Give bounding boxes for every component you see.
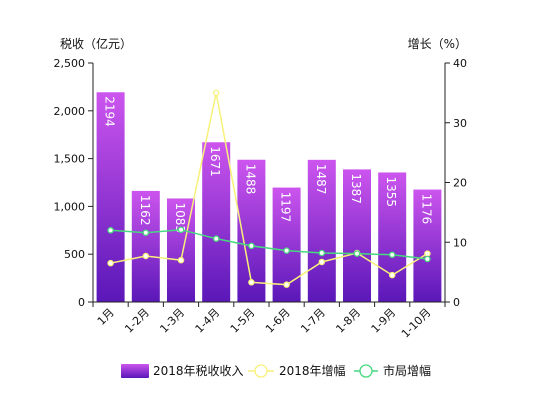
x-tick-label: 1-9月 <box>369 306 399 336</box>
bar-value-label: 1162 <box>138 195 152 226</box>
y-left-tick-label: 0 <box>78 296 85 309</box>
x-tick-label: 1-10月 <box>399 306 434 341</box>
series-point <box>142 252 150 260</box>
series-point <box>177 226 185 233</box>
series-point <box>424 250 431 257</box>
bar <box>202 142 231 302</box>
legend-label-2018: 2018年增幅 <box>279 363 346 378</box>
legend-label-city: 市局增幅 <box>383 363 431 378</box>
series-line <box>110 92 428 286</box>
series-point <box>424 255 431 263</box>
y-left-tick-label: 2,500 <box>54 57 86 70</box>
series-point <box>212 235 220 242</box>
bar-value-label: 1671 <box>208 146 222 177</box>
series-point <box>283 247 290 254</box>
y-left-tick-label: 1,000 <box>54 200 86 213</box>
bar-value-label: 1488 <box>243 164 257 195</box>
legend-marker-2018 <box>254 364 268 378</box>
x-tick-label: 1-3月 <box>157 306 187 336</box>
x-tick-label: 1月 <box>95 306 117 328</box>
x-tick-label: 1-4月 <box>193 306 223 336</box>
series-point <box>318 249 326 257</box>
y-axis-right-title: 增长（%） <box>408 37 467 51</box>
series-point <box>177 256 185 264</box>
bar <box>131 190 160 302</box>
y-axis-left-title: 税收（亿元） <box>60 36 132 51</box>
x-tick-label: 1-2月 <box>122 306 152 336</box>
series-point <box>388 271 396 279</box>
series-line <box>110 228 428 260</box>
bar <box>413 189 442 302</box>
series-point <box>107 227 114 234</box>
y-right-tick-label: 30 <box>453 117 467 130</box>
series-point <box>248 242 255 250</box>
bar <box>307 159 336 302</box>
y-right-tick-label: 40 <box>453 57 467 70</box>
y-left-tick-label: 1,500 <box>54 153 86 166</box>
bar-value-label: 1197 <box>279 192 293 223</box>
series-point <box>212 89 220 97</box>
series-point <box>318 258 326 266</box>
bar-value-label: 1387 <box>349 173 363 204</box>
series-point <box>283 281 290 288</box>
y-right-tick-label: 10 <box>453 236 467 249</box>
bar <box>96 92 125 302</box>
bar-value-label: 1355 <box>384 176 398 207</box>
bar-value-label: 1487 <box>314 164 328 195</box>
x-tick-label: 1-5月 <box>228 306 258 336</box>
x-tick-label: 1-6月 <box>263 306 293 336</box>
bar-value-label: 2194 <box>103 96 117 127</box>
x-tick-label: 1-8月 <box>333 306 363 336</box>
legend-swatch-bar <box>121 364 149 378</box>
y-right-tick-label: 20 <box>453 177 467 190</box>
y-left-tick-label: 500 <box>64 248 85 261</box>
bar-value-label: 1176 <box>419 194 433 225</box>
y-right-tick-label: 0 <box>453 296 460 309</box>
legend-label-bar: 2018年税收收入 <box>153 364 244 378</box>
bar <box>378 172 407 302</box>
series-point <box>107 259 114 267</box>
x-tick-label: 1-7月 <box>298 306 328 336</box>
legend-marker-city <box>359 364 373 378</box>
series-point <box>388 251 396 259</box>
series-point <box>248 279 255 286</box>
series-point <box>353 250 361 257</box>
series-point <box>142 229 150 236</box>
bar-value-label: 1083 <box>173 202 187 233</box>
y-left-tick-label: 2,000 <box>54 105 86 118</box>
bar <box>343 169 371 302</box>
